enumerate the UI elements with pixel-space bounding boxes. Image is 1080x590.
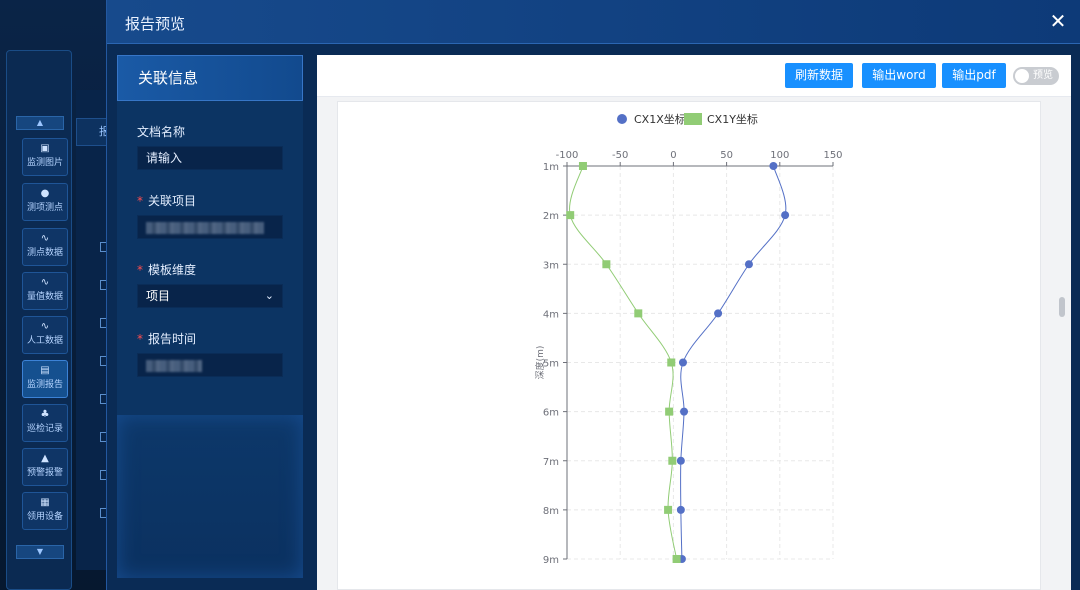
data-point-square: [634, 309, 643, 318]
related-info-panel: 关联信息 文档名称 请输入 * 关联项目 * 模板维度 项目 ⌄ * 报告时间: [117, 55, 303, 578]
pulse-icon: ∿: [40, 233, 50, 244]
point-icon: ●: [40, 188, 50, 199]
x-tick-label: 0: [670, 150, 676, 161]
data-point-square: [665, 407, 674, 416]
device-icon: ▦: [40, 497, 50, 508]
y-tick-label: 9m: [543, 555, 559, 566]
sidebar-item-1[interactable]: ● 测项测点: [22, 183, 68, 221]
data-point-circle: [714, 309, 723, 318]
y-tick-label: 7m: [543, 457, 559, 468]
sidebar-item-8[interactable]: ▦ 领用设备: [22, 492, 68, 530]
template-label: * 模板维度: [137, 263, 197, 277]
preview-scrollbar[interactable]: [1059, 97, 1065, 590]
inspect-icon: ♣: [40, 409, 50, 420]
y-tick-label: 6m: [543, 408, 559, 419]
pulse-icon: ∿: [40, 277, 50, 288]
sidebar-item-label: 量值数据: [26, 292, 63, 302]
data-point-circle: [676, 505, 685, 514]
x-tick-label: 150: [823, 150, 842, 161]
sidebar-item-label: 监测报告: [26, 380, 63, 390]
data-point-square: [578, 162, 587, 170]
export-pdf-button[interactable]: 输出pdf: [942, 63, 1006, 88]
data-point-square: [667, 358, 676, 367]
chevron-down-icon: ⌄: [264, 289, 274, 302]
report-preview-modal: 报告预览 ✕ 关联信息 文档名称 请输入 * 关联项目 * 模板维度 项目 ⌄ * 报告…: [106, 0, 1080, 590]
x-tick-label: 100: [770, 150, 789, 161]
data-point-circle: [769, 162, 778, 170]
sidebar-down-arrow[interactable]: ▼: [16, 545, 64, 559]
pulse-icon: ∿: [40, 321, 50, 332]
time-label: * 报告时间: [137, 332, 197, 346]
alarm-icon: ▲: [41, 453, 49, 464]
data-point-circle: [678, 358, 687, 367]
document-preview-area: -100 -50 0 50 100 150 1m 2m 3m 4m 5m 6m 7m 8m 9m 深度(m) C…: [317, 97, 1071, 590]
data-point-circle: [676, 456, 685, 465]
sidebar-item-label: 监测图片: [26, 158, 63, 168]
preview-toggle[interactable]: 预览: [1013, 67, 1059, 85]
legend-marker-circle: [617, 114, 627, 124]
sidebar-item-label: 预警报警: [26, 468, 63, 478]
y-tick-label: 4m: [543, 309, 559, 320]
scrollbar-thumb[interactable]: [1059, 297, 1065, 317]
doc-name-input[interactable]: 请输入: [137, 146, 283, 170]
y-tick-label: 5m: [543, 359, 559, 370]
sidebar-item-3[interactable]: ∿ 量值数据: [22, 272, 68, 310]
sidebar-item-label: 巡检记录: [26, 424, 63, 434]
data-point-square: [566, 211, 575, 220]
toggle-knob: [1015, 69, 1029, 83]
preview-toolbar: 刷新数据 输出word 输出pdf 预览: [317, 55, 1071, 97]
sidebar-item-0[interactable]: ▣ 监测图片: [22, 138, 68, 176]
y-tick-label: 2m: [543, 211, 559, 222]
deflection-chart: -100 -50 0 50 100 150 1m 2m 3m 4m 5m 6m 7m 8m 9m 深度(m) C…: [534, 112, 843, 566]
sidebar-up-arrow[interactable]: ▲: [16, 116, 64, 130]
sidebar-item-label: 领用设备: [26, 512, 63, 522]
sidebar-item-label: 测点数据: [26, 248, 63, 258]
doc-name-label: 文档名称: [137, 125, 186, 139]
x-tick-label: -100: [556, 150, 579, 161]
data-point-square: [602, 260, 611, 269]
sidebar-item-2[interactable]: ∿ 测点数据: [22, 228, 68, 266]
legend-label: CX1X坐标: [634, 112, 686, 126]
legend-marker-square: [684, 113, 702, 125]
data-point-square: [664, 505, 673, 514]
project-select[interactable]: [137, 215, 283, 239]
preview-toggle-label: 预览: [1033, 70, 1053, 81]
report-time-picker[interactable]: [137, 353, 283, 377]
data-point-square: [668, 456, 677, 465]
required-mark: *: [137, 194, 143, 208]
export-word-button[interactable]: 输出word: [862, 63, 936, 88]
background-tab[interactable]: 报: [76, 118, 110, 146]
refresh-data-button[interactable]: 刷新数据: [785, 63, 853, 88]
template-select[interactable]: 项目 ⌄: [137, 284, 283, 308]
x-tick-label: 50: [720, 150, 733, 161]
data-point-circle: [781, 211, 790, 220]
data-point-square: [672, 555, 681, 563]
modal-header: 报告预览 ✕: [107, 0, 1080, 44]
y-tick-label: 1m: [543, 162, 559, 173]
required-mark: *: [137, 332, 143, 346]
modal-title: 报告预览: [125, 15, 186, 33]
template-value: 项目: [146, 289, 171, 303]
report-icon: ▤: [40, 365, 50, 376]
sidebar-item-4[interactable]: ∿ 人工数据: [22, 316, 68, 354]
required-mark: *: [137, 263, 143, 277]
sidebar-item-label: 人工数据: [26, 336, 63, 346]
document-page: -100 -50 0 50 100 150 1m 2m 3m 4m 5m 6m 7m 8m 9m 深度(m) C…: [337, 101, 1041, 590]
sidebar-item-7[interactable]: ▲ 预警报警: [22, 448, 68, 486]
panel-header: 关联信息: [117, 55, 303, 101]
y-tick-label: 8m: [543, 506, 559, 517]
project-label: * 关联项目: [137, 194, 197, 208]
close-icon[interactable]: ✕: [1049, 9, 1067, 33]
sidebar-item-6[interactable]: ♣ 巡检记录: [22, 404, 68, 442]
legend-label: CX1Y坐标: [707, 112, 758, 126]
image-icon: ▣: [40, 143, 50, 154]
data-point-circle: [680, 407, 689, 416]
panel-lower-area: [117, 415, 303, 578]
data-point-circle: [744, 260, 753, 269]
y-axis-title: 深度(m): [534, 346, 546, 380]
y-tick-label: 3m: [543, 260, 559, 271]
sidebar-item-5[interactable]: ▤ 监测报告: [22, 360, 68, 398]
x-tick-label: -50: [612, 150, 628, 161]
sidebar-item-label: 测项测点: [26, 203, 63, 213]
